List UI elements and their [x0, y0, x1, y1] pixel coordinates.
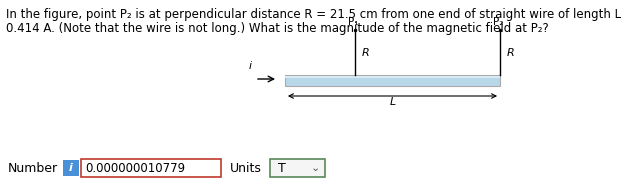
Bar	[270, 159, 325, 177]
Text: R: R	[362, 48, 370, 58]
Text: 0.000000010779: 0.000000010779	[85, 161, 185, 174]
Text: T: T	[278, 161, 286, 174]
Text: L: L	[389, 97, 396, 107]
Text: i: i	[248, 61, 251, 71]
Text: ⌄: ⌄	[310, 163, 319, 173]
Bar	[63, 160, 79, 176]
Text: Number: Number	[8, 161, 58, 174]
Text: P₁: P₁	[348, 17, 358, 27]
Text: i: i	[69, 163, 73, 173]
Text: In the figure, point P₂ is at perpendicular distance R = 21.5 cm from one end of: In the figure, point P₂ is at perpendicu…	[6, 8, 624, 21]
Bar	[285, 75, 500, 86]
Text: R: R	[507, 48, 515, 58]
Bar	[285, 76, 500, 78]
Text: 0.414 A. (Note that the wire is not long.) What is the magnitude of the magnetic: 0.414 A. (Note that the wire is not long…	[6, 22, 548, 35]
Text: Units: Units	[230, 161, 262, 174]
Bar	[81, 159, 221, 177]
Text: P₂: P₂	[493, 17, 503, 27]
